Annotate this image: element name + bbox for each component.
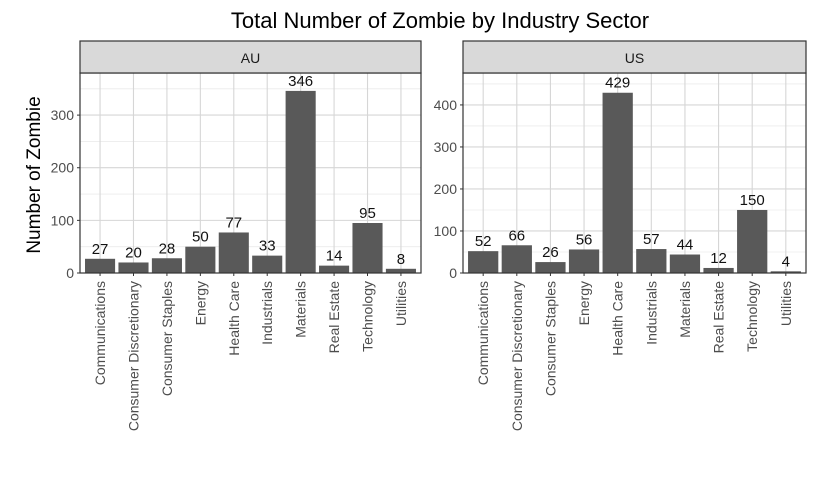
bar-US-4 bbox=[602, 92, 633, 274]
x-tick-label: Technology bbox=[744, 281, 760, 352]
bar-value-label: 52 bbox=[475, 233, 492, 250]
x-tick-label: Materials bbox=[293, 281, 309, 338]
bar-AU-0 bbox=[85, 258, 116, 273]
bar-AU-7 bbox=[319, 265, 350, 273]
bar-value-label: 57 bbox=[643, 231, 660, 248]
bar-value-label: 4 bbox=[782, 253, 790, 270]
bar-value-label: 26 bbox=[542, 244, 559, 261]
bar-value-label: 50 bbox=[192, 229, 209, 246]
facet-strip bbox=[79, 40, 422, 74]
y-tick-label: 300 bbox=[51, 107, 75, 123]
bar-AU-1 bbox=[118, 262, 149, 273]
bar-AU-4 bbox=[218, 232, 249, 273]
bar-US-2 bbox=[535, 262, 566, 273]
bar-AU-3 bbox=[185, 246, 216, 273]
bar-value-label: 429 bbox=[605, 75, 630, 92]
bar-AU-5 bbox=[252, 255, 283, 273]
facet-strip-label: US bbox=[625, 50, 644, 66]
x-tick-label: Consumer Discretionary bbox=[509, 281, 525, 431]
bar-value-label: 95 bbox=[359, 205, 376, 222]
bar-value-label: 66 bbox=[508, 227, 525, 244]
x-tick-label: Utilities bbox=[393, 281, 409, 326]
bar-value-label: 150 bbox=[740, 192, 765, 209]
bar-value-label: 12 bbox=[710, 250, 727, 267]
x-tick-label: Communications bbox=[475, 281, 491, 385]
y-tick-label: 300 bbox=[434, 139, 458, 155]
bar-value-label: 14 bbox=[326, 248, 343, 265]
bar-value-label: 28 bbox=[159, 240, 176, 257]
x-tick-label: Consumer Staples bbox=[542, 281, 558, 396]
bar-value-label: 27 bbox=[92, 241, 109, 258]
y-tick-label: 100 bbox=[51, 212, 75, 228]
bar-AU-6 bbox=[285, 90, 316, 273]
bar-value-label: 56 bbox=[576, 231, 593, 248]
x-tick-label: Utilities bbox=[778, 281, 794, 326]
y-tick-label: 400 bbox=[434, 97, 458, 113]
x-tick-label: Real Estate bbox=[326, 281, 342, 354]
x-tick-label: Energy bbox=[192, 281, 208, 325]
bar-US-5 bbox=[636, 249, 667, 273]
y-tick-label: 0 bbox=[66, 265, 74, 281]
bar-value-label: 44 bbox=[677, 237, 694, 254]
y-tick-label: 100 bbox=[434, 223, 458, 239]
bar-US-7 bbox=[703, 267, 734, 273]
bar-US-1 bbox=[501, 245, 532, 273]
bar-value-label: 346 bbox=[288, 73, 313, 90]
bar-value-label: 33 bbox=[259, 238, 276, 255]
y-tick-label: 200 bbox=[434, 181, 458, 197]
x-tick-label: Consumer Staples bbox=[159, 281, 175, 396]
facet-strip bbox=[462, 40, 807, 74]
bar-US-8 bbox=[737, 209, 768, 273]
bar-US-0 bbox=[468, 251, 499, 273]
bar-AU-9 bbox=[385, 268, 416, 273]
x-tick-label: Consumer Discretionary bbox=[125, 281, 141, 431]
x-tick-label: Health Care bbox=[610, 281, 626, 356]
x-tick-label: Technology bbox=[360, 281, 376, 352]
x-tick-label: Real Estate bbox=[711, 281, 727, 354]
y-tick-label: 200 bbox=[51, 160, 75, 176]
chart-title: Total Number of Zombie by Industry Secto… bbox=[231, 8, 649, 33]
x-tick-label: Energy bbox=[576, 281, 592, 325]
x-tick-label: Materials bbox=[677, 281, 693, 338]
bar-value-label: 20 bbox=[125, 244, 142, 261]
y-axis-label: Number of Zombie bbox=[24, 96, 45, 253]
bar-value-label: 8 bbox=[397, 251, 405, 268]
y-tick-label: 0 bbox=[449, 265, 457, 281]
bar-value-label: 77 bbox=[225, 214, 242, 231]
bar-US-3 bbox=[568, 249, 600, 273]
x-tick-label: Health Care bbox=[226, 281, 242, 356]
bar-AU-8 bbox=[352, 223, 383, 273]
x-tick-label: Industrials bbox=[643, 281, 659, 345]
bar-US-9 bbox=[770, 271, 801, 273]
bar-US-6 bbox=[669, 254, 701, 273]
bar-AU-2 bbox=[151, 258, 182, 273]
x-tick-label: Communications bbox=[92, 281, 108, 385]
x-tick-label: Industrials bbox=[259, 281, 275, 345]
facet-strip-label: AU bbox=[241, 50, 260, 66]
